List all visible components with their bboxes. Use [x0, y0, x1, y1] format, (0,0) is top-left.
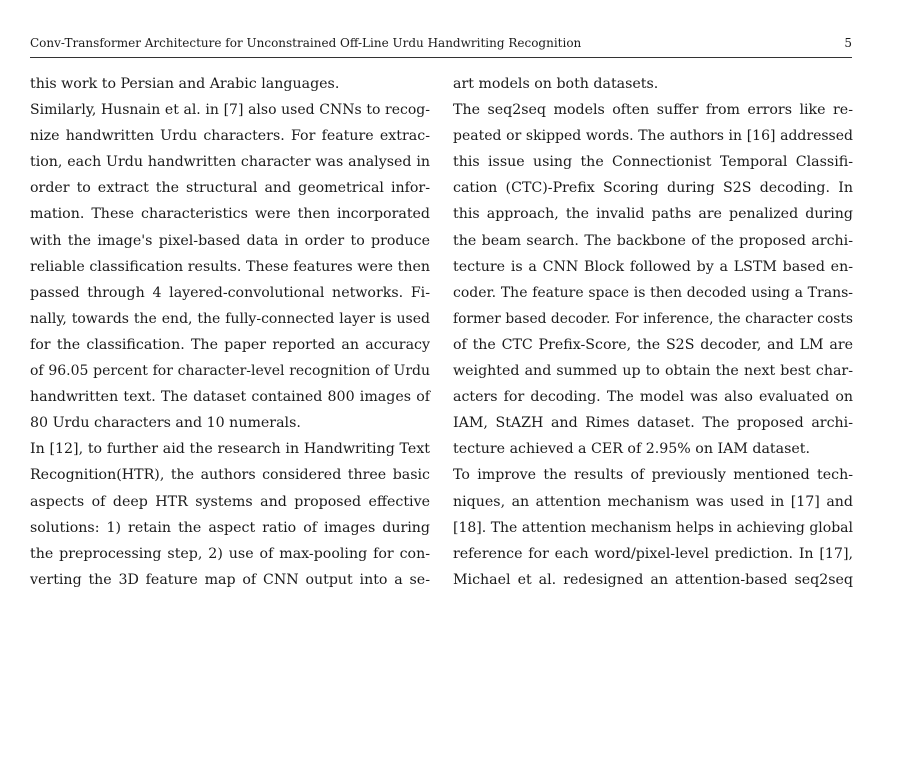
- text-line: Michael et al. redesigned an attention-b…: [453, 571, 853, 588]
- text-line: this issue using the Connectionist Tempo…: [453, 154, 853, 171]
- text-line: with the image's pixel-based data in ord…: [30, 232, 430, 249]
- text-line: In [12], to further aid the research in …: [30, 441, 430, 458]
- text-line: IAM, StAZH and Rimes dataset. The propos…: [453, 415, 853, 432]
- text-line: reliable classification results. These f…: [30, 258, 430, 275]
- text-line: niques, an attention mechanism was used …: [453, 493, 853, 510]
- text-line: this approach, the invalid paths are pen…: [453, 206, 853, 223]
- text-line: nize handwritten Urdu characters. For fe…: [30, 128, 430, 145]
- text-line: former based decoder. For inference, the…: [453, 310, 853, 327]
- text-line: nally, towards the end, the fully-connec…: [30, 310, 430, 327]
- text-line: mation. These characteristics were then …: [30, 206, 430, 223]
- text-line: The seq2seq models often suffer from err…: [453, 102, 853, 119]
- text-line: coder. The feature space is then decoded…: [453, 284, 853, 301]
- text-line: cation (CTC)-Prefix Scoring during S2S d…: [453, 180, 853, 197]
- text-line: peated or skipped words. The authors in …: [453, 128, 853, 145]
- text-line: for the classification. The paper report…: [30, 336, 430, 353]
- right-column: art models on both datasets. The seq2seq …: [453, 71, 853, 593]
- text-line: Similarly, Husnain et al. in [7] also us…: [30, 102, 430, 119]
- text-line: art models on both datasets.: [453, 76, 659, 92]
- text-line: of the CTC Prefix-Score, the S2S decoder…: [453, 336, 853, 353]
- text-line: handwritten text. The dataset contained …: [30, 389, 430, 406]
- text-line: tion, each Urdu handwritten character wa…: [30, 154, 430, 171]
- text-line: To improve the results of previously men…: [453, 467, 853, 484]
- text-line: [18]. The attention mechanism helps in a…: [453, 519, 853, 536]
- text-line: aspects of deep HTR systems and proposed…: [30, 493, 430, 510]
- text-line: weighted and summed up to obtain the nex…: [453, 363, 853, 380]
- text-line: tecture achieved a CER of 2.95% on IAM d…: [453, 441, 810, 458]
- text-line: passed through 4 layered-convolutional n…: [30, 284, 430, 301]
- running-header: Conv-Transformer Architecture for Uncons…: [30, 36, 852, 56]
- text-line: the preprocessing step, 2) use of max-po…: [30, 545, 430, 562]
- text-line: the beam search. The backbone of the pro…: [453, 232, 853, 249]
- page-number: 5: [844, 36, 852, 50]
- text-line: order to extract the structural and geom…: [30, 180, 430, 197]
- left-column: this work to Persian and Arabic language…: [30, 71, 430, 593]
- text-line: verting the 3D feature map of CNN output…: [30, 571, 430, 588]
- header-rule: [30, 57, 852, 58]
- text-line: acters for decoding. The model was also …: [453, 389, 853, 406]
- text-line: tecture is a CNN Block followed by a LST…: [453, 258, 853, 275]
- text-line: this work to Persian and Arabic language…: [30, 76, 340, 92]
- text-line: of 96.05 percent for character-level rec…: [30, 363, 430, 380]
- text-line: Recognition(HTR), the authors considered…: [30, 467, 430, 484]
- running-title: Conv-Transformer Architecture for Uncons…: [30, 36, 582, 50]
- text-line: 80 Urdu characters and 10 numerals.: [30, 415, 301, 432]
- text-line: reference for each word/pixel-level pred…: [453, 545, 853, 562]
- text-line: solutions: 1) retain the aspect ratio of…: [30, 519, 430, 536]
